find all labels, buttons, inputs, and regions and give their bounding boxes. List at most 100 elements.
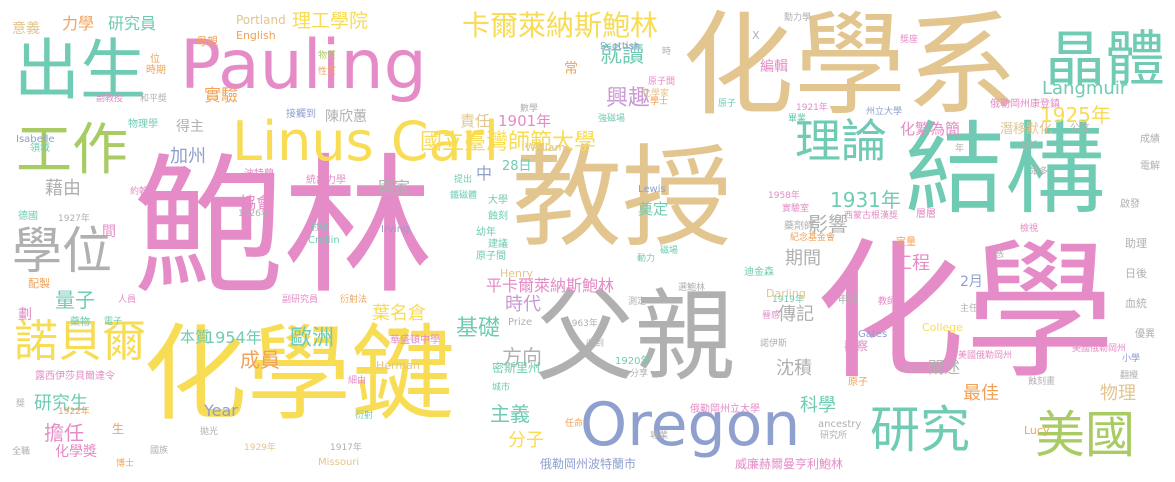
word: 奠定 [638,200,669,218]
word: 成績 [1140,134,1160,145]
word: 諾貝爾 [14,316,146,367]
word: State [900,364,927,375]
word: 華盛頓中學 [390,335,440,346]
word: 位 [150,54,160,65]
word: 州立大學 [866,107,903,117]
word: Darling [766,287,806,300]
word: 研究員 [108,14,157,33]
word: 影響 [808,212,848,236]
word: 任命 [565,419,584,429]
word: 分子 [508,430,544,451]
word: 優異 [1135,329,1155,340]
word: 大學 [488,195,508,206]
word: 俄勒岡州波特蘭市 [540,457,637,471]
word: 加州 [170,146,206,167]
word: 成員 [240,348,280,372]
word: 日後 [1125,267,1147,280]
word: 潛移默化 [1000,122,1053,137]
word: English [236,29,276,42]
word: 化學家 [642,89,670,99]
word: 得主 [176,119,204,135]
word: 國立臺灣師範大學 [420,130,597,155]
word: 射線 [310,223,329,233]
word: 啟發 [1120,199,1140,210]
word: Missouri [318,457,360,468]
word: 分析 [1020,141,1039,151]
word: 原子 [848,377,868,388]
word: 年 [955,144,965,154]
word: 國家 [378,178,411,197]
word: 父親 [535,278,735,395]
word: 動力 [637,254,656,264]
word: 2月 [960,274,983,290]
word: 時 [662,47,672,57]
word: 母親 [196,35,218,48]
word: 1901年 [498,112,552,130]
word: 陳欣蕙 [325,109,367,125]
word: 眾多 [1030,167,1049,177]
word: 衍射法 [340,295,368,305]
word: 本質 [180,328,211,346]
word: 量子 [55,288,95,312]
word: 實驗 [204,86,238,106]
word: 教師 [878,297,897,307]
word: 協會 [240,193,273,212]
word: 1927年 [58,214,90,224]
word: 編輯 [760,59,788,75]
word: 城市 [492,383,511,393]
word: 測定 [628,297,647,307]
word: 1926年 [238,209,270,219]
word: 化繁為簡 [900,120,961,138]
word: 獎 [16,399,26,409]
word: 專業 [650,431,669,441]
word: Scottish [600,41,641,52]
word: 卡爾萊納斯鮑林 [462,9,659,42]
word: 強磁場 [598,114,626,124]
word: 蝕刻 [488,211,508,222]
word: 藉由 [45,178,81,199]
word: 統計力學 [306,175,346,186]
word: 翻攪 [1120,371,1139,381]
word: Gates [858,329,888,340]
word: 國族 [150,446,169,456]
word: 1958年 [768,191,800,201]
word: Linus Carl [232,110,499,173]
word: 勳力學 [784,13,812,23]
word: 期間 [785,248,821,269]
word: 1963年 [566,319,598,329]
word: 興趣 [606,86,651,111]
word: 物質 [318,51,337,61]
word: 選鮑林 [678,283,706,293]
word: 性質 [318,67,337,77]
word: 配製 [28,277,50,290]
word: 學士 [650,97,669,107]
word: 理論 [795,114,887,168]
word: 迪金森 [744,267,774,278]
word: 劃 [18,307,32,323]
word: Henry [500,267,534,280]
word: 副教授 [96,94,124,104]
word: 接觸到 [286,109,316,120]
word: 1921年 [796,103,828,113]
word: 歐洲 [290,326,335,351]
word: 藥物 [70,317,90,328]
word: 檢視 [1020,224,1039,234]
word: 物理學 [128,119,158,130]
word: 科學 [800,395,836,416]
word: 晶體 [1045,25,1165,95]
word: 葉名倉 [372,303,426,324]
word: Lewis [638,184,666,195]
word: 時期 [146,65,166,76]
word: ancestry [818,419,862,430]
word: 磁場 [660,246,679,256]
word: 責任 [460,112,491,130]
word: 諾伊斯 [760,339,788,349]
word: 1920年 [615,356,651,367]
word: 副研究員 [282,295,319,305]
word: 數學 [520,104,539,114]
word: 鮑林 [133,141,434,315]
word: 研究生 [34,393,88,414]
word: 美國 [1035,406,1135,464]
word: 波特蘭 [244,169,274,180]
word: 畢業 [788,114,807,124]
